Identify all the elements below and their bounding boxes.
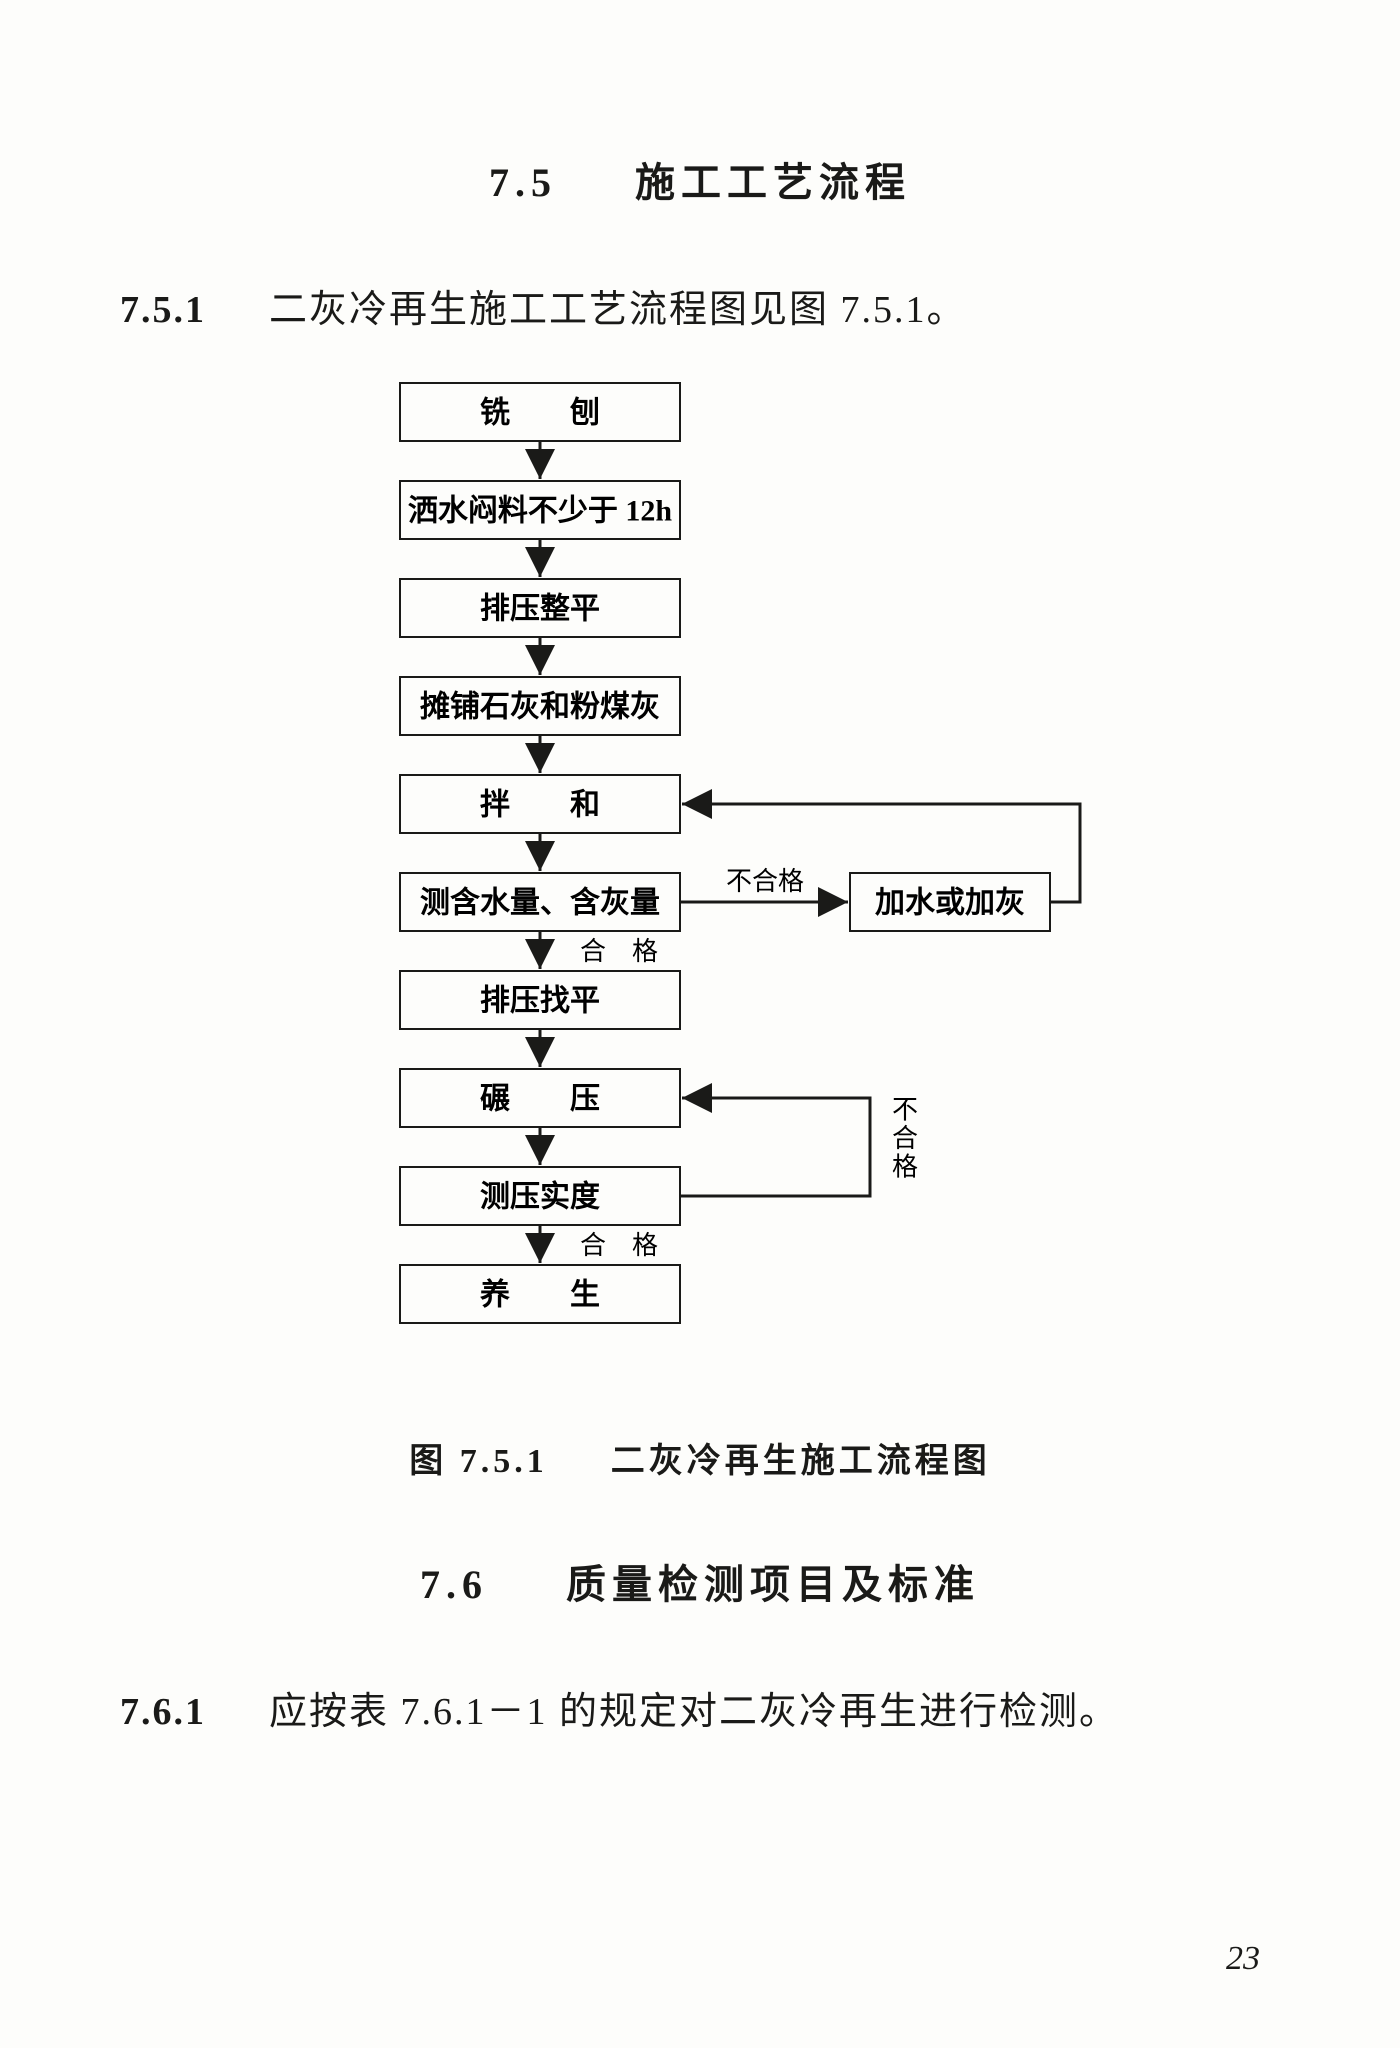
section-7-6-title: 7.6 质量检测项目及标准	[120, 1552, 1280, 1610]
para-text: 二灰冷再生施工工艺流程图见图 7.5.1。	[269, 289, 967, 331]
section-num: 7.6	[420, 1562, 488, 1607]
svg-text:不合格: 不合格	[726, 867, 804, 896]
caption-text: 二灰冷再生施工流程图	[611, 1443, 991, 1480]
para-7-5-1: 7.5.1 二灰冷再生施工工艺流程图见图 7.5.1。	[120, 278, 1280, 333]
section-num: 7.5	[489, 160, 557, 205]
svg-text:测含水量、含灰量: 测含水量、含灰量	[420, 886, 660, 920]
para-num: 7.5.1	[120, 289, 206, 331]
svg-text:排压找平: 排压找平	[480, 985, 600, 1018]
svg-text:合 格: 合 格	[580, 937, 658, 966]
page: 7.5 施工工艺流程 7.5.1 二灰冷再生施工工艺流程图见图 7.5.1。 铣…	[120, 60, 1280, 1988]
caption-num: 图 7.5.1	[409, 1443, 548, 1480]
svg-text:洒水闷料不少于 12h: 洒水闷料不少于 12h	[408, 495, 672, 528]
section-7-5-title: 7.5 施工工艺流程	[120, 150, 1280, 208]
figure-caption: 图 7.5.1 二灰冷再生施工流程图	[120, 1433, 1280, 1482]
section-text: 施工工艺流程	[635, 160, 911, 205]
svg-text:测压实度: 测压实度	[480, 1180, 600, 1214]
svg-text:加水或加灰: 加水或加灰	[875, 887, 1025, 920]
para-text: 应按表 7.6.1－1 的规定对二灰冷再生进行检测。	[269, 1691, 1119, 1733]
para-7-6-1: 7.6.1 应按表 7.6.1－1 的规定对二灰冷再生进行检测。	[120, 1680, 1280, 1735]
figure-7-5-1: 铣 刨洒水闷料不少于 12h 排压整平摊铺石灰和粉煤灰拌 和测含水量、含灰量排压找…	[120, 363, 1280, 1423]
svg-text:碾 压: 碾 压	[480, 1083, 600, 1116]
svg-text:养 生: 养 生	[480, 1278, 600, 1312]
page-number: 23	[1226, 1940, 1260, 1978]
svg-text:拌 和: 拌 和	[480, 789, 600, 822]
svg-text:合: 合	[892, 1124, 918, 1153]
svg-text:摊铺石灰和粉煤灰: 摊铺石灰和粉煤灰	[420, 691, 660, 724]
svg-text:不: 不	[892, 1095, 918, 1124]
para-num: 7.6.1	[120, 1691, 206, 1733]
section-text: 质量检测项目及标准	[566, 1562, 980, 1607]
svg-text:排压整平: 排压整平	[480, 593, 600, 626]
svg-text:铣 刨: 铣 刨	[480, 397, 600, 430]
svg-text:合 格: 合 格	[580, 1231, 658, 1260]
svg-text:格: 格	[892, 1153, 918, 1182]
